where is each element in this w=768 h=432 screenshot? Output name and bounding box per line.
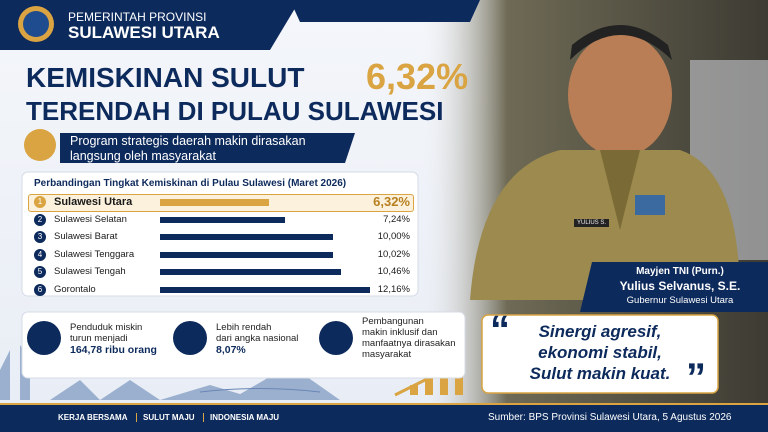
value-label: 12,16% [377,283,410,295]
stat-text: makin inklusif dan [362,327,438,338]
stat-value: 8,07% [216,344,246,356]
slogan: SULUT MAJU [136,413,195,422]
rank-badge: 3 [34,231,46,243]
bar [160,234,333,240]
stat-text: masyarakat [362,349,412,360]
stat-text: dari angka nasional [216,333,299,344]
rank-badge: 4 [34,248,46,261]
headline-subtitle: TERENDAH DI PULAU SULAWESI [26,96,444,126]
category-label: Sulawesi Tenggara [54,248,135,260]
value-label: 10,46% [377,266,410,277]
quote-line: ekonomi stabil, [538,343,662,362]
rank-badge: 6 [34,283,46,296]
chart-title: Perbandingan Tingkat Kemiskinan di Pulau… [34,178,347,189]
category-label: Sulawesi Barat [54,231,118,242]
bar [160,286,370,293]
header-line: PEMERINTAH PROVINSI [68,10,207,24]
category-label: Sulawesi Tengah [54,266,126,277]
ribbon-text: langsung oleh masyarakat [70,149,216,163]
stat-value: 164,78 ribu orang [70,344,157,356]
value-label: 10,02% [377,248,410,260]
stat-text: Lebih rendah [216,322,272,333]
value-label: 6,32% [373,194,410,209]
person-rank: Mayjen TNI (Purn.) [636,266,724,277]
ribbon-text: Program strategis daerah makin dirasakan [70,134,306,148]
rank-badge: 2 [34,213,46,226]
value-label: 7,24% [383,213,410,225]
rank-badge: 1 [34,196,46,208]
headline-highlight: 6,32% [366,56,469,97]
category-label: Sulawesi Selatan [54,213,127,225]
value-label: 10,00% [377,231,410,242]
bar [160,216,286,223]
source: Sumber: BPS Provinsi Sulawesi Utara, 5 A… [488,412,732,423]
category-label: Gorontalo [54,283,96,295]
stat-text: Penduduk miskin [70,322,143,333]
headline-title: KEMISKINAN SULUT [26,62,305,93]
quote-line: Sulut makin kuat. [529,364,671,383]
person-position: Gubernur Sulawesi Utara [626,295,734,306]
quote-mark: “ [490,308,510,352]
header-title: SULAWESI UTARA [68,23,220,42]
bar [160,251,334,258]
stat-text: manfaatnya dirasakan [362,338,456,349]
name-tag: YULIUS S. [574,219,610,227]
stat-text: turun menjadi [70,333,128,344]
quote-line: Sinergi agresif, [538,322,662,341]
bar [160,199,270,206]
slogan: INDONESIA MAJU [203,413,279,422]
stat-text: Pembangunan [362,316,424,327]
slogan: KERJA BERSAMA [58,413,128,422]
category-label: Sulawesi Utara [54,196,133,208]
person-name: Yulius Selvanus, S.E. [619,279,741,293]
bar [160,269,341,275]
quote-mark: ” [686,356,706,400]
rank-badge: 5 [34,266,46,278]
